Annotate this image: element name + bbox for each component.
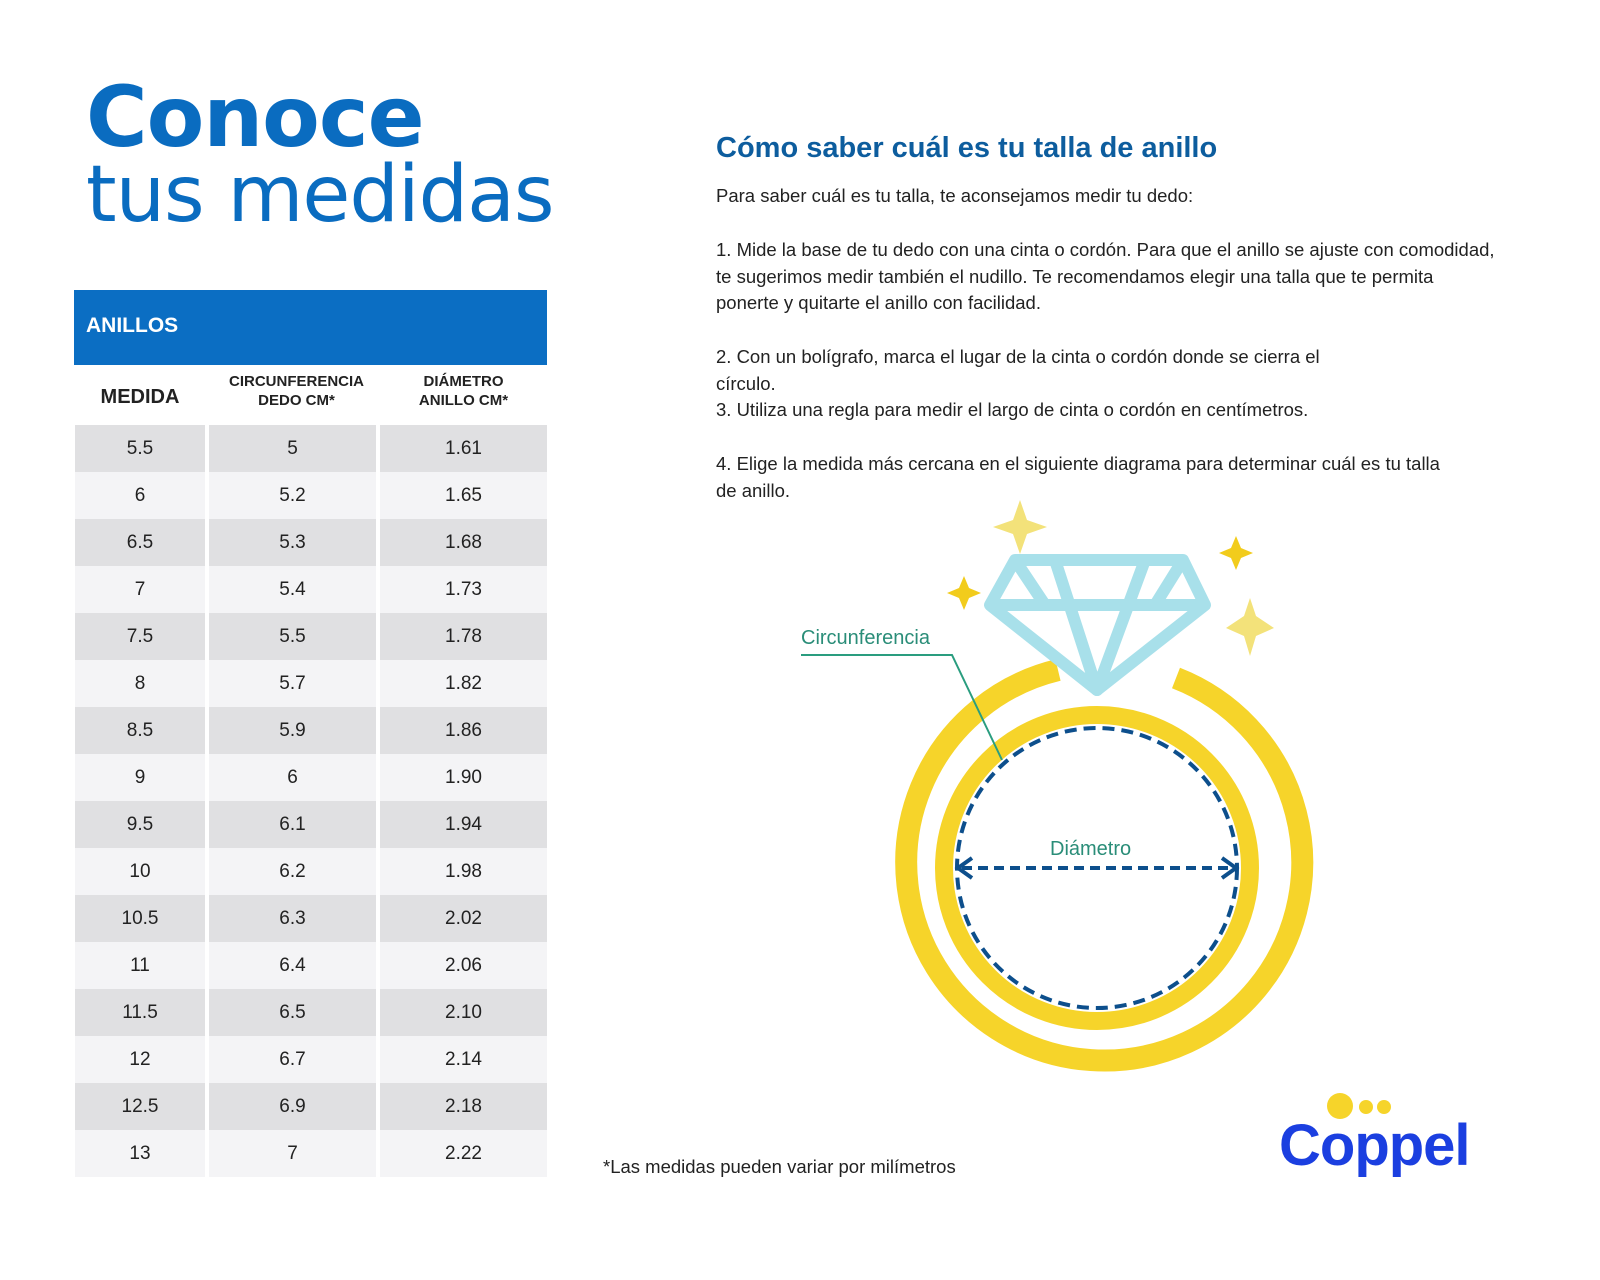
diametro-cell: 2.02 bbox=[380, 895, 547, 942]
medida-cell: 10.5 bbox=[75, 895, 205, 942]
medida-cell: 8 bbox=[75, 660, 205, 707]
circunferencia-cell: 5.2 bbox=[209, 472, 376, 519]
diametro-cell: 1.90 bbox=[380, 754, 547, 801]
step-4: 4. Elige la medida más cercana en el sig… bbox=[716, 453, 1440, 501]
medida-cell: 6.5 bbox=[75, 519, 205, 566]
header-line: CIRCUNFERENCIA bbox=[229, 373, 364, 390]
circunferencia-cell: 6.2 bbox=[209, 848, 376, 895]
inner-ring bbox=[935, 706, 1259, 1030]
circunferencia-cell: 6.1 bbox=[209, 801, 376, 848]
table-row: 6.5 5.3 1.68 bbox=[75, 519, 547, 566]
table-row: 7 5.4 1.73 bbox=[75, 566, 547, 613]
table-row: 8.5 5.9 1.86 bbox=[75, 707, 547, 754]
table-row: 12.5 6.9 2.18 bbox=[75, 1083, 547, 1130]
diameter-label: Diámetro bbox=[1050, 838, 1132, 860]
circunferencia-cell: 5 bbox=[209, 425, 376, 472]
table-row: 11.5 6.5 2.10 bbox=[75, 989, 547, 1036]
diametro-cell: 2.18 bbox=[380, 1083, 547, 1130]
circunferencia-cell: 6.5 bbox=[209, 989, 376, 1036]
step-3: 3. Utiliza una regla para medir el largo… bbox=[716, 399, 1309, 420]
circunferencia-cell: 5.4 bbox=[209, 566, 376, 613]
medida-cell: 5.5 bbox=[75, 425, 205, 472]
header-circunferencia: CIRCUNFERENCIA DEDO CM* bbox=[209, 372, 384, 410]
title-line-2: tus medidas bbox=[86, 150, 555, 240]
diametro-cell: 1.82 bbox=[380, 660, 547, 707]
diametro-cell: 2.14 bbox=[380, 1036, 547, 1083]
medida-cell: 10 bbox=[75, 848, 205, 895]
medida-cell: 7.5 bbox=[75, 613, 205, 660]
table-row: 9.5 6.1 1.94 bbox=[75, 801, 547, 848]
medida-cell: 8.5 bbox=[75, 707, 205, 754]
diametro-cell: 1.86 bbox=[380, 707, 547, 754]
medida-cell: 6 bbox=[75, 472, 205, 519]
outer-ring bbox=[895, 659, 1314, 1072]
step-1: 1. Mide la base de tu dedo con una cinta… bbox=[716, 239, 1495, 313]
header-medida: MEDIDA bbox=[100, 386, 180, 408]
circunferencia-cell: 6.4 bbox=[209, 942, 376, 989]
table-row: 12 6.7 2.14 bbox=[75, 1036, 547, 1083]
medida-cell: 11.5 bbox=[75, 989, 205, 1036]
diametro-cell: 1.78 bbox=[380, 613, 547, 660]
medida-cell: 13 bbox=[75, 1130, 205, 1177]
circunferencia-cell: 6 bbox=[209, 754, 376, 801]
medida-cell: 9 bbox=[75, 754, 205, 801]
diametro-cell: 1.73 bbox=[380, 566, 547, 613]
sparkle-icon bbox=[993, 500, 1274, 656]
header-line: ANILLO CM* bbox=[418, 392, 509, 409]
diametro-cell: 1.98 bbox=[380, 848, 547, 895]
medida-cell: 7 bbox=[75, 566, 205, 613]
coppel-logo: Coppel bbox=[1279, 1113, 1471, 1178]
header-diametro: DIÁMETRO ANILLO CM* bbox=[380, 372, 547, 410]
table-row: 13 7 2.22 bbox=[75, 1130, 547, 1177]
logo-dots bbox=[1327, 1093, 1391, 1119]
circumference-leader-line bbox=[801, 654, 1003, 761]
table-row: 11 6.4 2.06 bbox=[75, 942, 547, 989]
page-title: Conoce tus medidas bbox=[86, 68, 555, 240]
table-row: 7.5 5.5 1.78 bbox=[75, 613, 547, 660]
footnote: *Las medidas pueden variar por milímetro… bbox=[603, 1156, 956, 1177]
table-title: ANILLOS bbox=[86, 314, 179, 337]
header-line: DEDO CM* bbox=[258, 392, 335, 409]
diamond-icon bbox=[984, 554, 1211, 696]
table-row: 10.5 6.3 2.02 bbox=[75, 895, 547, 942]
instructions-title: Cómo saber cuál es tu talla de anillo bbox=[716, 132, 1218, 164]
diametro-cell: 2.06 bbox=[380, 942, 547, 989]
size-table: 5.5 5 1.61 6 5.2 1.65 6.5 5.3 1.68 7 5.4 1.73 7.5 5.5… bbox=[75, 425, 547, 1177]
diametro-cell: 1.65 bbox=[380, 472, 547, 519]
medida-cell: 12.5 bbox=[75, 1083, 205, 1130]
medida-cell: 12 bbox=[75, 1036, 205, 1083]
circunferencia-cell: 6.3 bbox=[209, 895, 376, 942]
circunferencia-cell: 5.9 bbox=[209, 707, 376, 754]
circunferencia-cell: 6.9 bbox=[209, 1083, 376, 1130]
medida-cell: 11 bbox=[75, 942, 205, 989]
instructions-intro: Para saber cuál es tu talla, te aconseja… bbox=[716, 185, 1194, 206]
sparkle-icon bbox=[947, 536, 1253, 610]
diametro-cell: 1.68 bbox=[380, 519, 547, 566]
circunferencia-cell: 5.7 bbox=[209, 660, 376, 707]
table-row: 8 5.7 1.82 bbox=[75, 660, 547, 707]
circumference-label: Circunferencia bbox=[801, 627, 930, 649]
table-row: 5.5 5 1.61 bbox=[75, 425, 547, 472]
header-line: DIÁMETRO bbox=[423, 373, 504, 390]
step-2: 2. Con un bolígrafo, marca el lugar de l… bbox=[716, 346, 1320, 394]
circunferencia-cell: 7 bbox=[209, 1130, 376, 1177]
diametro-cell: 2.22 bbox=[380, 1130, 547, 1177]
circunferencia-cell: 5.3 bbox=[209, 519, 376, 566]
table-row: 6 5.2 1.65 bbox=[75, 472, 547, 519]
circunferencia-cell: 6.7 bbox=[209, 1036, 376, 1083]
table-row: 10 6.2 1.98 bbox=[75, 848, 547, 895]
table-title-band: ANILLOS bbox=[74, 290, 547, 365]
diameter-arrow bbox=[954, 856, 1240, 880]
table-row: 9 6 1.90 bbox=[75, 754, 547, 801]
diametro-cell: 2.10 bbox=[380, 989, 547, 1036]
circunferencia-cell: 5.5 bbox=[209, 613, 376, 660]
diametro-cell: 1.61 bbox=[380, 425, 547, 472]
title-line-1: Conoce bbox=[86, 68, 425, 166]
diametro-cell: 1.94 bbox=[380, 801, 547, 848]
medida-cell: 9.5 bbox=[75, 801, 205, 848]
